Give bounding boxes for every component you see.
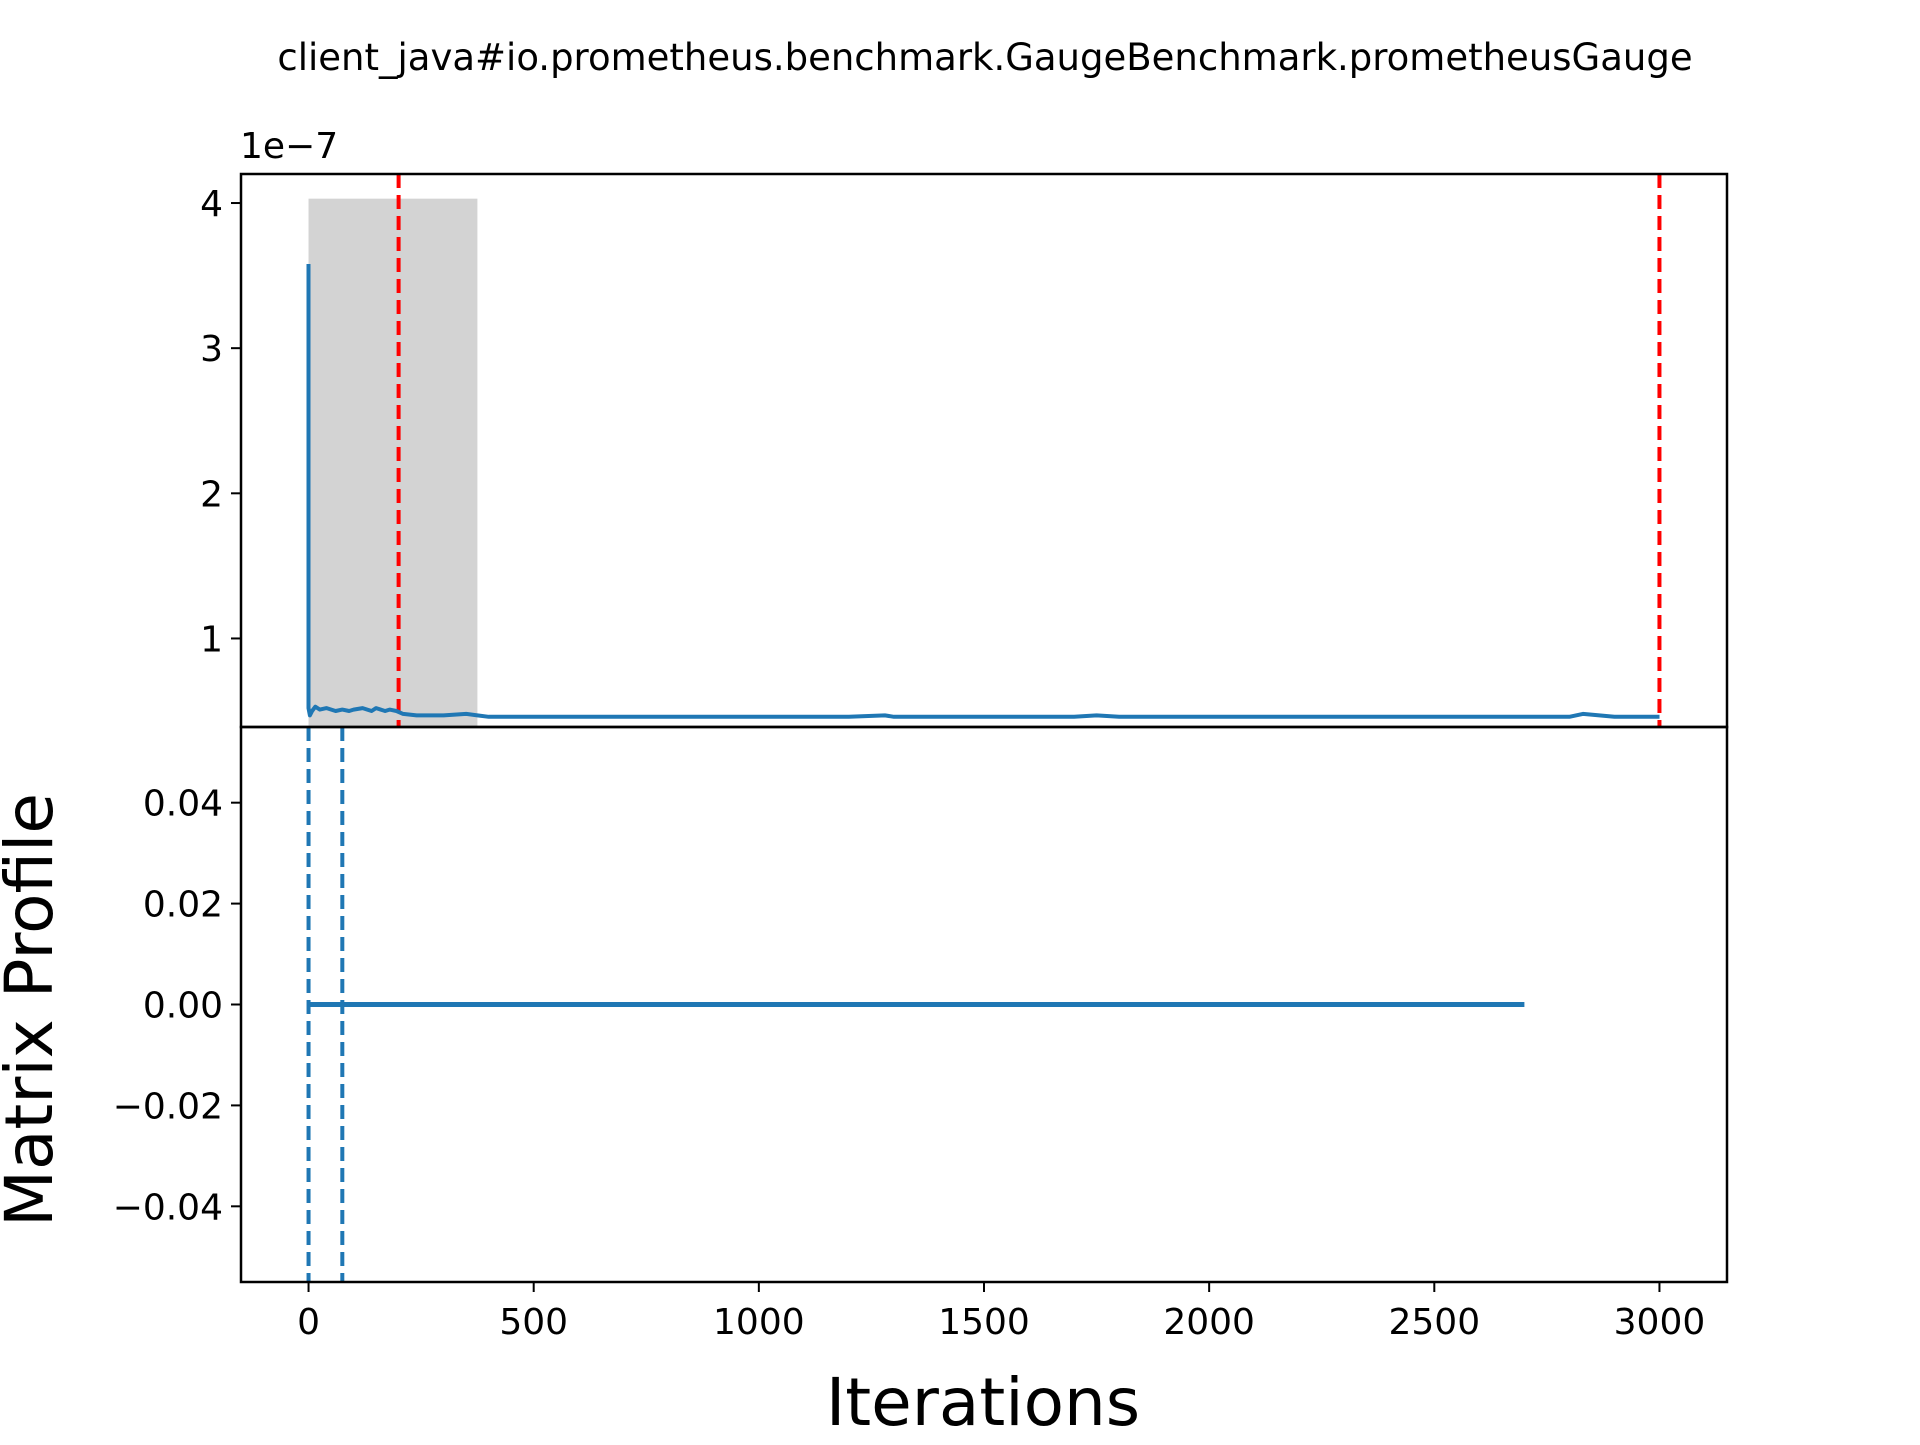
bottom-axes-frame bbox=[239, 725, 1729, 1284]
change-point-lines bbox=[396, 174, 1662, 727]
y-axis-ticks-bottom: 0.04 0.02 0.00 −0.02 −0.04 bbox=[113, 784, 241, 1228]
top-panel: 1 2 3 4 1e−7 bbox=[200, 126, 1662, 727]
y-tick-label: 3 bbox=[200, 329, 223, 370]
bottom-panel: 0.04 0.02 0.00 −0.02 −0.04 0 500 1000 1500 2000 2… bbox=[0, 727, 1705, 1441]
y-tick-label: 0.04 bbox=[143, 784, 223, 825]
y-tick-label: 4 bbox=[200, 184, 223, 225]
x-axis-ticks: 0 500 1000 1500 2000 2500 3000 bbox=[297, 1282, 1705, 1343]
y-tick-label: 2 bbox=[200, 474, 223, 515]
series-line bbox=[306, 264, 1660, 719]
x-tick-label: 2500 bbox=[1388, 1302, 1480, 1343]
offset-text: 1e−7 bbox=[240, 126, 338, 167]
y-axis-label: Matrix Profile bbox=[0, 793, 68, 1227]
y-tick-label: 0.02 bbox=[143, 885, 223, 926]
x-axis-label: Iterations bbox=[826, 1364, 1140, 1440]
y-tick-label: 0.00 bbox=[143, 986, 223, 1027]
x-tick-label: 2000 bbox=[1163, 1302, 1255, 1343]
y-tick-label: 1 bbox=[200, 619, 223, 660]
shaded-region bbox=[308, 198, 478, 727]
y-tick-label: −0.04 bbox=[113, 1187, 223, 1228]
chart-title: client_java#io.prometheus.benchmark.Gaug… bbox=[277, 36, 1692, 79]
x-tick-label: 500 bbox=[499, 1302, 568, 1343]
x-tick-label: 1500 bbox=[938, 1302, 1030, 1343]
y-axis-ticks-top: 1 2 3 4 bbox=[200, 184, 241, 660]
x-tick-label: 0 bbox=[297, 1302, 320, 1343]
motif-lines bbox=[306, 727, 345, 1282]
x-tick-label: 3000 bbox=[1614, 1302, 1706, 1343]
x-tick-label: 1000 bbox=[713, 1302, 805, 1343]
y-tick-label: −0.02 bbox=[113, 1086, 223, 1127]
